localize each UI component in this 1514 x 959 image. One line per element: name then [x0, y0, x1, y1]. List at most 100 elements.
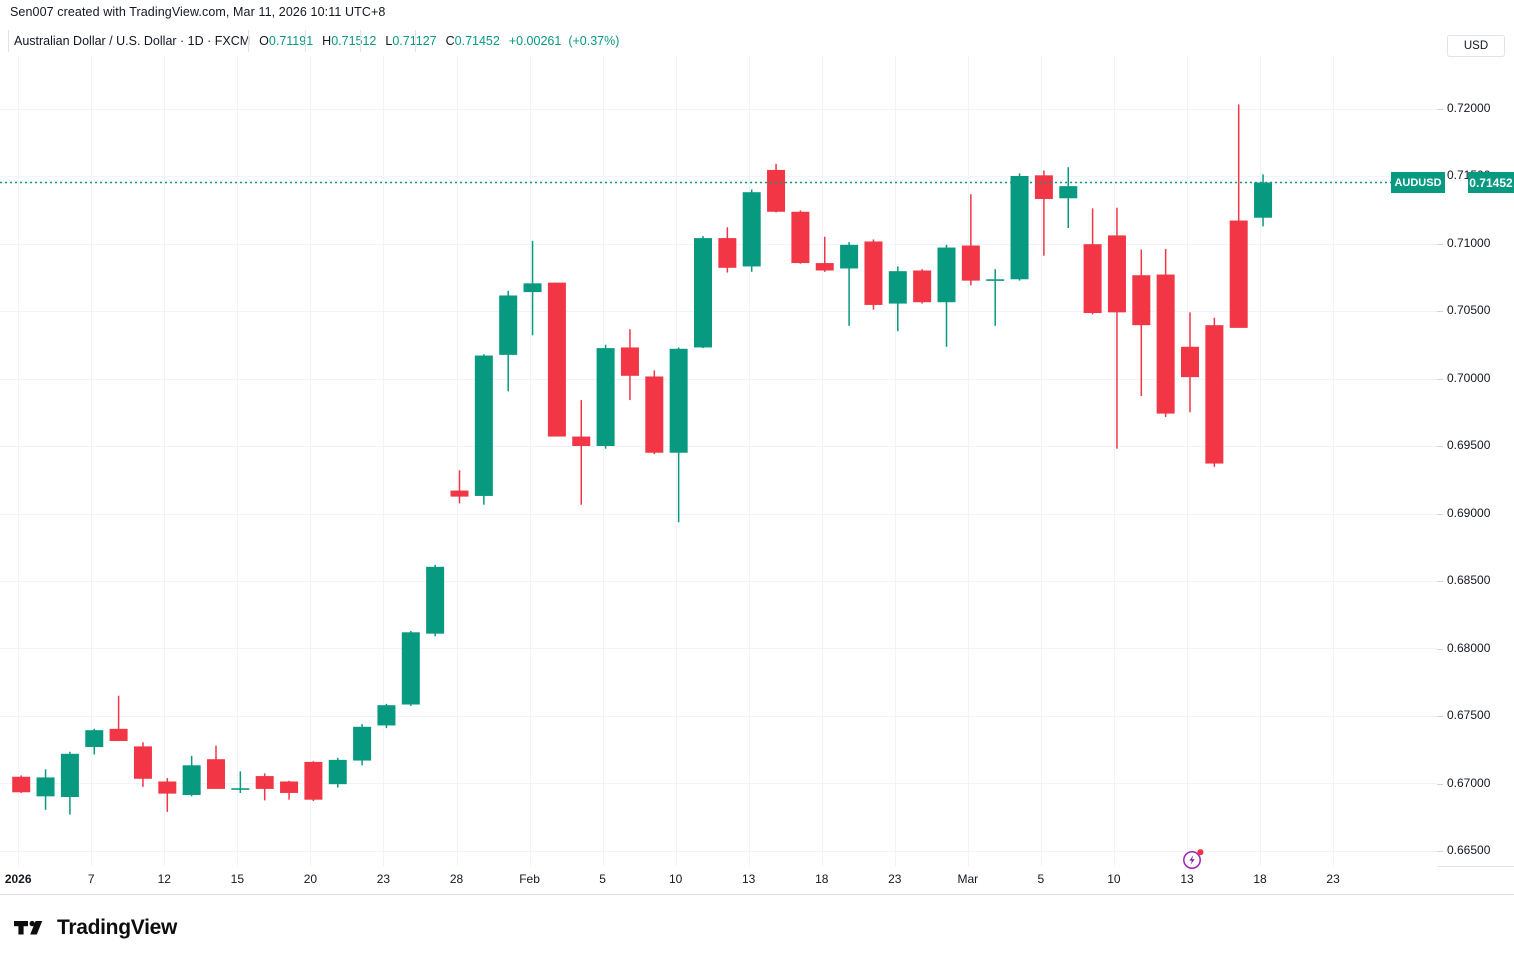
time-tick-label: 23 [888, 872, 902, 886]
candlestick [1229, 104, 1248, 328]
candle-body [109, 728, 128, 741]
candlestick [742, 189, 761, 272]
candle-body [1059, 186, 1078, 199]
vertical-gridlines [18, 56, 1334, 866]
candle-body [280, 781, 299, 793]
candle-body [937, 247, 956, 303]
price-tick-label: 0.69000 [1447, 505, 1491, 520]
candle-body [694, 238, 712, 348]
candlestick [620, 329, 639, 401]
candle-body [523, 283, 542, 293]
candle-wick [117, 695, 120, 741]
legend-close-value: 0.71452 [454, 34, 500, 48]
symbol-price-badge[interactable]: AUDUSD [1391, 172, 1445, 194]
candle-body [888, 271, 907, 304]
price-tick-dash [1437, 581, 1443, 582]
price-tick-label: 0.67000 [1447, 775, 1491, 790]
candle-wick [1043, 170, 1045, 256]
price-tick-dash [1437, 378, 1443, 380]
chart-legend: Australian Dollar / U.S. Dollar · 1D · F… [14, 34, 619, 48]
legend-low-value: 0.71127 [392, 34, 436, 48]
candlestick [840, 242, 859, 326]
candlestick [961, 194, 980, 286]
legend-close-label: C [445, 34, 455, 48]
candle-body [645, 376, 664, 453]
candle-body [207, 759, 225, 789]
price-scale[interactable]: USD 0.720000.715000.710000.705000.700000… [1437, 30, 1514, 866]
candle-wick [824, 236, 826, 272]
candlestick [596, 344, 615, 449]
legend-low: L0.71127 [385, 34, 436, 48]
candlestick [353, 724, 372, 766]
time-tick-label: 18 [815, 872, 829, 886]
candlestick [377, 703, 396, 729]
legend-separator [248, 30, 249, 52]
candle-body [767, 169, 786, 212]
candle-body [620, 347, 639, 376]
candlestick [1205, 317, 1224, 467]
candlestick [109, 695, 128, 741]
candle-body [85, 730, 104, 748]
candlestick [913, 269, 932, 304]
candlestick [694, 236, 712, 349]
price-tick-dash [1437, 513, 1443, 515]
footer-branding: TradingView [14, 916, 177, 940]
candlestick [304, 761, 323, 802]
time-tick-label: 18 [1253, 872, 1267, 886]
candle-body [815, 263, 834, 271]
legend-open: O0.71191 [259, 34, 313, 48]
candle-body [133, 746, 152, 779]
candlestick [937, 244, 956, 347]
candle-body [718, 238, 737, 268]
candlestick [280, 780, 299, 800]
candle-wick [580, 400, 582, 505]
time-tick-label: 7 [87, 872, 95, 886]
currency-chip[interactable]: USD [1447, 35, 1505, 57]
chart-pane[interactable] [0, 56, 1437, 866]
candle-body [596, 348, 615, 446]
candle-body [255, 776, 274, 789]
legend-change-absolute: +0.00261 [508, 34, 562, 48]
candle-body [1229, 220, 1248, 328]
candlestick [1181, 312, 1199, 413]
candle-body [1034, 175, 1053, 199]
current-price-badge[interactable]: 0.71452 [1468, 172, 1514, 194]
candlestick [85, 728, 104, 755]
time-tick-label: Feb [519, 872, 540, 886]
candle-body [499, 295, 518, 355]
legend-symbol-description[interactable]: Australian Dollar / U.S. Dollar · 1D · F… [14, 34, 251, 48]
legend-separator [415, 30, 416, 52]
candle-body [961, 245, 980, 281]
horizontal-gridlines [0, 109, 1437, 852]
candle-body [840, 244, 859, 269]
legend-open-value: 0.71191 [268, 34, 314, 48]
candlestick [426, 564, 445, 637]
price-tick-label: 0.72000 [1447, 100, 1491, 115]
candle-body [36, 777, 55, 797]
time-tick-label: 12 [157, 872, 171, 886]
candlestick [669, 347, 688, 523]
candlestick [1059, 167, 1078, 228]
candle-body [1205, 325, 1224, 464]
time-scale[interactable]: 2026 7 12 15 20 23 28 Feb 5 10 13 18 23 Mar 5 10 13 18 23 [0, 866, 1437, 894]
candlestick [207, 745, 225, 789]
time-tick-label: 20 [303, 872, 318, 886]
candle-body [547, 282, 566, 437]
candlestick [1010, 173, 1029, 281]
price-tick-dash [1437, 446, 1443, 447]
time-tick-label: 13 [742, 872, 756, 886]
price-tick-dash [1437, 243, 1443, 245]
legend-high: H0.71512 [322, 34, 376, 48]
candle-body [401, 632, 420, 705]
lightning-bolt-icon[interactable] [1182, 848, 1204, 870]
candle-body [1107, 235, 1126, 313]
candlestick [182, 755, 201, 797]
candle-body [328, 759, 347, 785]
candle-wick [970, 194, 972, 286]
legend-close: C0.71452 [446, 34, 500, 48]
price-tick-label: 0.69500 [1447, 438, 1491, 452]
candlestick [986, 269, 1005, 326]
candlestick [645, 370, 664, 455]
time-tick-label: 23 [376, 872, 391, 886]
candle-body [913, 270, 932, 303]
